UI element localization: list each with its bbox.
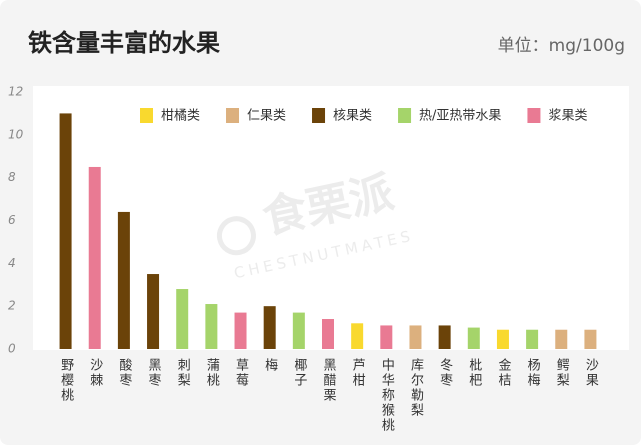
x-tick-label: 中华称猴桃 — [379, 358, 395, 433]
x-tick-label: 黑醋栗 — [321, 358, 337, 403]
y-tick-label: 10 — [8, 127, 24, 141]
x-tick-label: 沙棘 — [87, 358, 103, 388]
bar — [234, 312, 247, 349]
bar — [555, 329, 568, 349]
bar — [526, 329, 539, 349]
legend-swatch — [312, 108, 326, 123]
x-tick-label: 杨梅 — [525, 358, 541, 388]
bar — [292, 312, 305, 349]
legend-swatch — [527, 108, 541, 123]
x-tick-label: 枇杷 — [466, 358, 482, 388]
plot-area — [33, 86, 629, 350]
watermark-icon — [216, 216, 256, 256]
x-tick-label: 刺梨 — [175, 358, 191, 388]
x-tick-label: 冬枣 — [437, 357, 453, 388]
bar — [322, 319, 334, 349]
y-tick-label: 8 — [8, 170, 16, 184]
legend-swatch — [398, 108, 412, 123]
bar — [176, 289, 189, 349]
x-tick-label: 芦柑 — [350, 358, 366, 388]
x-tick-label: 沙果 — [583, 358, 599, 388]
bar — [205, 304, 218, 349]
x-tick-label: 黑枣 — [146, 358, 162, 388]
bar — [409, 325, 422, 349]
legend-swatch — [140, 108, 153, 123]
bar — [496, 329, 509, 349]
y-tick-label: 4 — [8, 256, 16, 270]
y-tick-label: 0 — [8, 342, 16, 356]
x-tick-label: 野樱桃 — [58, 358, 74, 403]
chart-title: 铁含量丰富的水果 — [28, 29, 220, 57]
x-tick-label: 鳄梨 — [554, 358, 570, 388]
bar — [351, 323, 364, 349]
bar — [380, 325, 393, 349]
unit-label: 单位：mg/100g — [498, 36, 625, 56]
bar — [147, 274, 160, 349]
legend-label: 核果类 — [333, 109, 372, 124]
legend-label: 仁果类 — [247, 109, 286, 124]
legend-swatch — [226, 108, 240, 123]
bar — [88, 166, 101, 349]
bar — [467, 327, 480, 349]
legend-label: 浆果类 — [548, 109, 587, 124]
bar — [263, 306, 276, 349]
y-tick-label: 6 — [8, 213, 16, 227]
x-tick-label: 库尔勒梨 — [408, 357, 424, 418]
x-tick-label: 蒲桃 — [204, 358, 220, 388]
bar — [438, 325, 451, 349]
bar — [584, 329, 597, 349]
x-tick-label: 草莓 — [233, 358, 249, 388]
x-tick-label: 酸枣 — [116, 358, 132, 388]
x-tick-label: 椰子 — [291, 358, 307, 388]
x-tick-label: 金桔 — [495, 357, 511, 388]
legend-label: 热/亚热带水果 — [419, 109, 501, 124]
x-tick-label: 梅 — [262, 358, 278, 373]
bar — [117, 211, 130, 349]
y-tick-label: 12 — [8, 85, 23, 99]
legend-label: 柑橘类 — [161, 108, 200, 124]
y-tick-label: 2 — [8, 299, 16, 313]
bar — [59, 113, 72, 350]
